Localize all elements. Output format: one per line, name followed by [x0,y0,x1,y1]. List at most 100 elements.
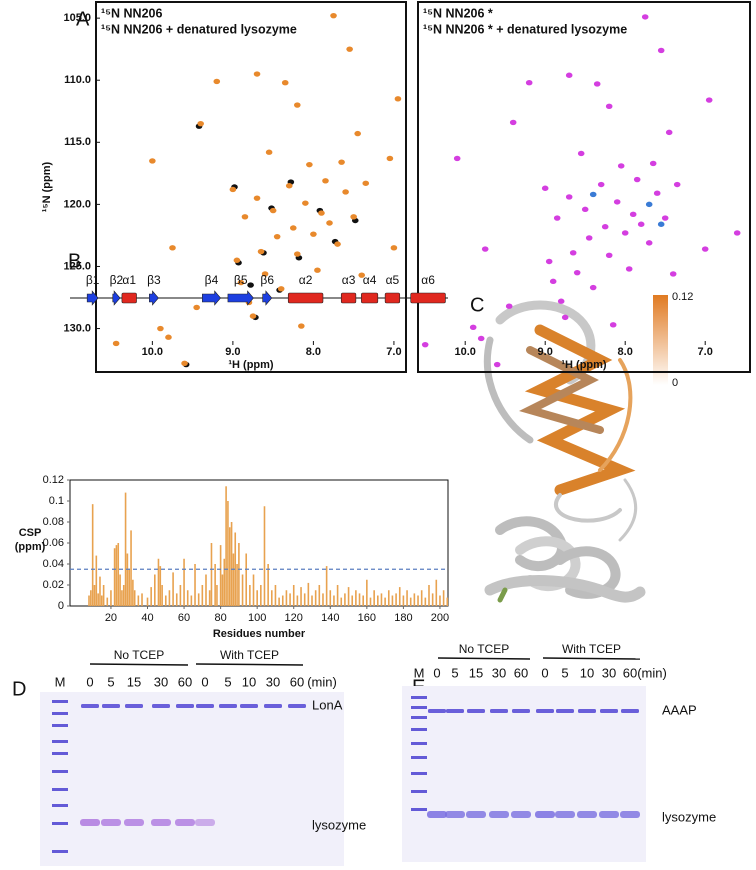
y-tick-label: 0.02 [43,579,64,591]
bar [409,597,412,606]
lane-label: 0 [201,674,208,689]
x-tick-label: 8.0 [306,346,321,358]
bar [270,590,273,606]
legend-entry: ¹⁵N NN206 * + denatured lysozyme [423,22,627,36]
ladder-band [52,740,68,743]
lane-label: 15 [469,665,483,680]
bar [194,564,196,606]
peak [181,360,188,367]
peak [633,176,641,183]
bar [362,595,364,606]
alpha-helix [410,292,446,304]
bar [387,590,390,606]
peak [322,178,329,184]
x-tick-label: 160 [358,612,376,624]
peak [577,150,585,157]
peak [237,279,245,286]
bar [146,597,149,606]
band-label: lysozyme [312,817,366,832]
peak [525,80,533,86]
y-tick-label: 120.0 [63,198,91,210]
lane-label: 5 [561,665,568,680]
ladder-band [52,752,68,755]
structure-label: α4 [363,273,377,287]
peak [149,158,156,164]
gel [402,686,646,862]
bar [157,558,160,606]
bar [164,595,167,606]
peak [629,211,637,218]
peak [229,186,237,193]
bar [113,548,116,606]
ladder-band [411,706,427,709]
structure-label: β4 [205,273,219,287]
peak [621,230,629,236]
bar [90,590,92,606]
bar [216,585,218,606]
x-axis-label: ¹H (ppm) [561,359,607,371]
peak [362,180,370,186]
ladder-band [411,772,427,775]
ladder-band [411,742,427,745]
x-axis-label: ¹H (ppm) [228,359,274,371]
peak [705,97,713,103]
bar [95,555,98,606]
bar [402,595,405,606]
peak [605,252,613,258]
peak [293,102,301,108]
upper-band [125,704,143,708]
x-tick-label: 9.0 [225,346,240,358]
alpha-helix [287,292,324,304]
bar [373,590,375,606]
peak [593,81,601,87]
panel-label: B [68,250,81,272]
bar [241,574,244,606]
structure-label: β1 [86,273,100,287]
bar [384,597,386,606]
bar [228,527,231,606]
bar [256,590,258,606]
bar [311,595,313,606]
lane-label: 5 [224,674,231,689]
bar [351,595,354,606]
marker-label: M [414,665,425,680]
peak [553,215,561,221]
bar [442,590,445,606]
structure-label: α6 [421,273,435,287]
bar [307,582,310,606]
peak [585,235,593,241]
peak [358,272,366,278]
condition-label: With TCEP [562,642,621,656]
alpha-helix [361,292,379,304]
upper-band [512,709,530,713]
legend-entry: ¹⁵N NN206 + denatured lysozyme [101,22,297,36]
band-label: AAAP [662,702,697,717]
condition-bracket [542,657,641,660]
peak [613,199,621,205]
peak [573,269,581,276]
bar [190,595,193,606]
bar [172,572,174,606]
lane-label: 60 [290,674,304,689]
structure-label: β6 [260,273,274,287]
x-tick-label: 200 [431,612,449,624]
peak [193,304,200,311]
structure-label: β3 [147,273,161,287]
y-tick-label: 110.0 [64,74,91,86]
x-tick-label: 60 [178,612,190,624]
lane-label: 5 [107,674,114,689]
peak [597,181,605,188]
lysozyme-band [80,819,100,826]
bar [93,585,96,606]
bar [296,595,299,606]
bar [117,543,120,606]
peak [657,47,665,54]
bar [366,579,368,606]
upper-band [196,704,214,708]
peak [645,240,653,246]
x-tick-label: 20 [105,612,117,624]
ladder-band [411,696,427,699]
bar [101,595,103,606]
peak [318,210,325,216]
bar [88,595,90,606]
